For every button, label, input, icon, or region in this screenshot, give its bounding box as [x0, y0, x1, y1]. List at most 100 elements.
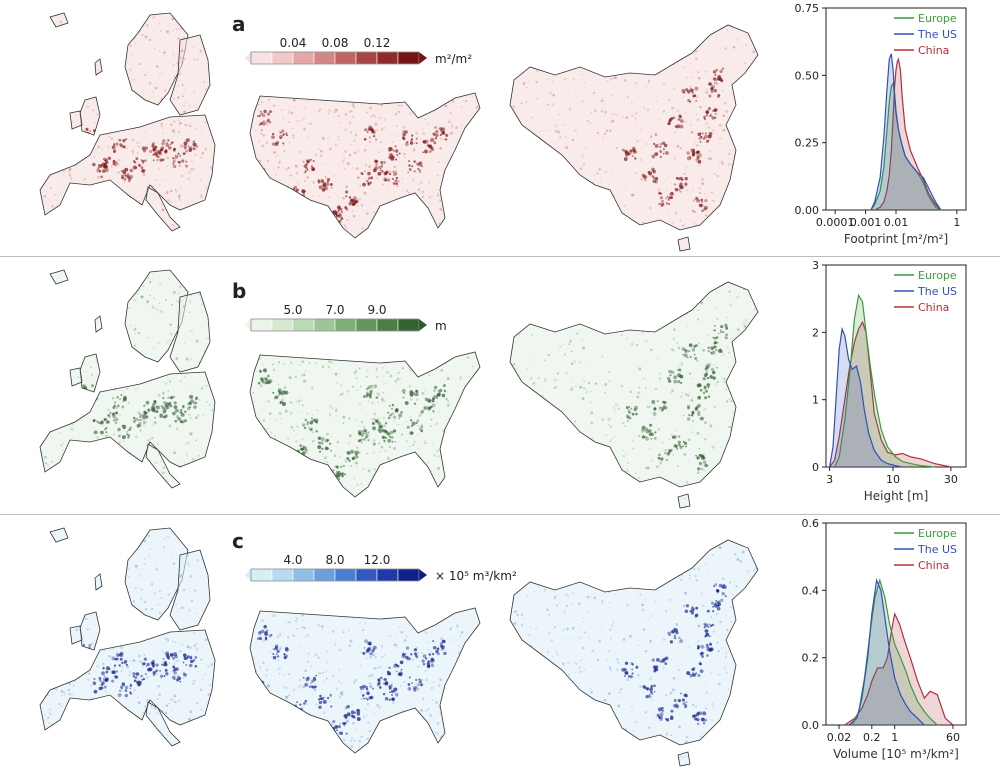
- density-dot: [616, 304, 618, 306]
- density-dot: [583, 387, 586, 390]
- density-dot: [487, 218, 490, 221]
- density-dot: [458, 212, 460, 214]
- density-dot: [328, 361, 330, 363]
- density-dot: [698, 77, 701, 80]
- density-dot: [574, 279, 575, 280]
- urban-dot: [184, 142, 188, 146]
- urban-dot: [675, 188, 678, 191]
- density-dot: [738, 98, 741, 101]
- density-dot: [484, 379, 485, 380]
- density-dot: [398, 372, 400, 374]
- urban-dot: [649, 424, 652, 427]
- density-dot: [187, 562, 190, 565]
- density-dot: [579, 35, 581, 37]
- urban-dot: [653, 408, 656, 411]
- density-dot: [547, 322, 549, 324]
- density-dot: [50, 591, 51, 592]
- density-dot: [626, 19, 628, 21]
- density-dot: [130, 113, 132, 115]
- density-dot: [756, 489, 757, 490]
- density-dot: [169, 524, 172, 527]
- density-dot: [299, 363, 302, 366]
- density-dot: [211, 664, 213, 666]
- density-dot: [54, 614, 55, 615]
- density-dot: [79, 231, 81, 233]
- density-dot: [556, 312, 558, 314]
- density-dot: [726, 400, 728, 402]
- density-dot: [715, 307, 716, 308]
- density-dot: [354, 151, 357, 154]
- density-dot: [128, 674, 130, 676]
- density-dot: [161, 486, 163, 488]
- density-dot: [345, 128, 348, 131]
- density-dot: [754, 42, 756, 44]
- density-dot: [304, 107, 306, 109]
- density-dot: [540, 417, 543, 420]
- density-dot: [376, 376, 378, 378]
- density-dot: [31, 298, 33, 300]
- urban-dot: [634, 157, 637, 160]
- density-dot: [296, 200, 298, 202]
- density-dot: [443, 225, 445, 227]
- density-dot: [610, 46, 613, 49]
- urban-dot: [711, 368, 714, 371]
- urban-dot: [651, 400, 655, 404]
- urban-dot: [309, 428, 312, 431]
- density-dot: [252, 392, 254, 394]
- density-dot: [190, 168, 192, 170]
- density-dot: [686, 77, 688, 79]
- density-dot: [726, 388, 728, 390]
- density-dot: [109, 217, 111, 219]
- urban-dot: [422, 151, 424, 153]
- density-dot: [123, 298, 125, 300]
- density-dot: [138, 7, 141, 10]
- urban-dot: [302, 196, 304, 198]
- density-dot: [507, 460, 509, 462]
- urban-dot: [634, 408, 637, 411]
- density-dot: [97, 86, 100, 89]
- density-dot: [123, 49, 126, 52]
- density-dot: [715, 25, 718, 28]
- density-dot: [312, 440, 315, 443]
- density-dot: [593, 487, 596, 490]
- density-dot: [549, 92, 552, 95]
- urban-dot: [680, 116, 682, 118]
- density-dot: [308, 95, 310, 97]
- density-dot: [146, 699, 149, 702]
- density-dot: [575, 385, 577, 387]
- density-dot: [259, 160, 261, 162]
- density-dot: [463, 227, 465, 229]
- density-dot: [30, 717, 32, 720]
- density-dot: [710, 480, 713, 483]
- density-dot: [251, 484, 253, 486]
- density-dot: [754, 99, 755, 100]
- urban-dot: [392, 404, 394, 406]
- density-dot: [80, 46, 83, 49]
- density-dot: [323, 458, 326, 461]
- density-dot: [118, 114, 119, 115]
- urban-dot: [389, 433, 391, 435]
- urban-dot: [700, 389, 703, 392]
- density-dot: [598, 191, 600, 193]
- colorbar-tick-label: 0.12: [364, 36, 391, 50]
- density-dot: [113, 434, 115, 436]
- density-dot: [602, 356, 604, 358]
- density-dot: [176, 604, 178, 606]
- density-dot: [514, 68, 516, 70]
- density-dot: [110, 77, 113, 80]
- density-dot: [456, 152, 458, 154]
- density-dot: [65, 111, 66, 112]
- density-dot: [57, 44, 59, 46]
- urban-dot: [332, 478, 335, 481]
- density-dot: [607, 74, 609, 76]
- density-dot: [589, 238, 591, 240]
- urban-dot: [260, 436, 263, 439]
- density-dot: [339, 122, 341, 124]
- density-dot: [632, 306, 635, 309]
- density-dot: [335, 407, 337, 409]
- urban-dot: [181, 159, 184, 162]
- density-dot: [759, 340, 762, 343]
- urban-dot: [719, 78, 722, 81]
